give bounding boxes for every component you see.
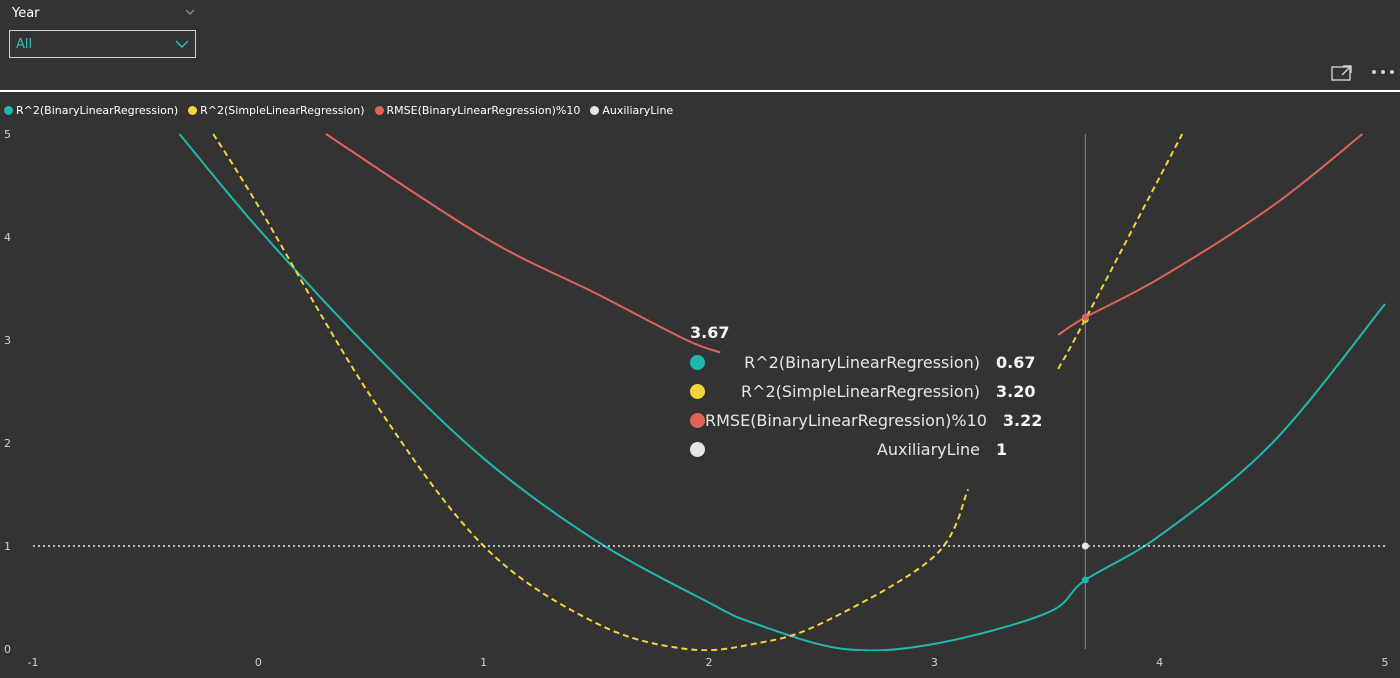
tooltip-row: R^2(SimpleLinearRegression) 3.20 (690, 377, 1040, 406)
tooltip-label: RMSE(BinaryLinearRegression)%10 (705, 411, 1003, 430)
x-tick-label: -1 (28, 656, 39, 669)
tooltip-row: R^2(BinaryLinearRegression) 0.67 (690, 348, 1040, 377)
tooltip-value: 3.20 (996, 382, 1040, 401)
tooltip-dot (690, 442, 705, 457)
x-tick-label: 3 (931, 656, 938, 669)
tooltip-row: AuxiliaryLine 1 (690, 435, 1040, 464)
tooltip-value: 3.22 (1003, 411, 1042, 430)
y-tick-label: 4 (4, 231, 11, 244)
y-tick-label: 0 (4, 643, 11, 656)
chart-tooltip: 3.67 R^2(BinaryLinearRegression) 0.67 R^… (690, 323, 1040, 464)
x-tick-label: 1 (480, 656, 487, 669)
y-tick-label: 5 (4, 128, 11, 141)
series-line (1058, 134, 1362, 335)
y-tick-label: 1 (4, 540, 11, 553)
x-tick-label: 0 (255, 656, 262, 669)
hover-point (1082, 576, 1089, 583)
series-line (326, 134, 720, 352)
tooltip-label: R^2(SimpleLinearRegression) (705, 382, 996, 401)
tooltip-dot (690, 413, 705, 428)
tooltip-label: AuxiliaryLine (705, 440, 996, 459)
tooltip-value: 0.67 (996, 353, 1040, 372)
x-tick-label: 4 (1156, 656, 1163, 669)
tooltip-dot (690, 384, 705, 399)
tooltip-value: 1 (996, 440, 1040, 459)
tooltip-label: R^2(BinaryLinearRegression) (705, 353, 996, 372)
tooltip-title: 3.67 (690, 323, 1040, 342)
hover-point (1082, 543, 1089, 550)
tooltip-row: RMSE(BinaryLinearRegression)%10 3.22 (690, 406, 1040, 435)
series-line (1058, 134, 1182, 369)
y-tick-label: 2 (4, 437, 11, 450)
y-tick-label: 3 (4, 334, 11, 347)
x-tick-label: 5 (1382, 656, 1389, 669)
tooltip-dot (690, 355, 705, 370)
x-tick-label: 2 (706, 656, 713, 669)
hover-point (1082, 314, 1089, 321)
